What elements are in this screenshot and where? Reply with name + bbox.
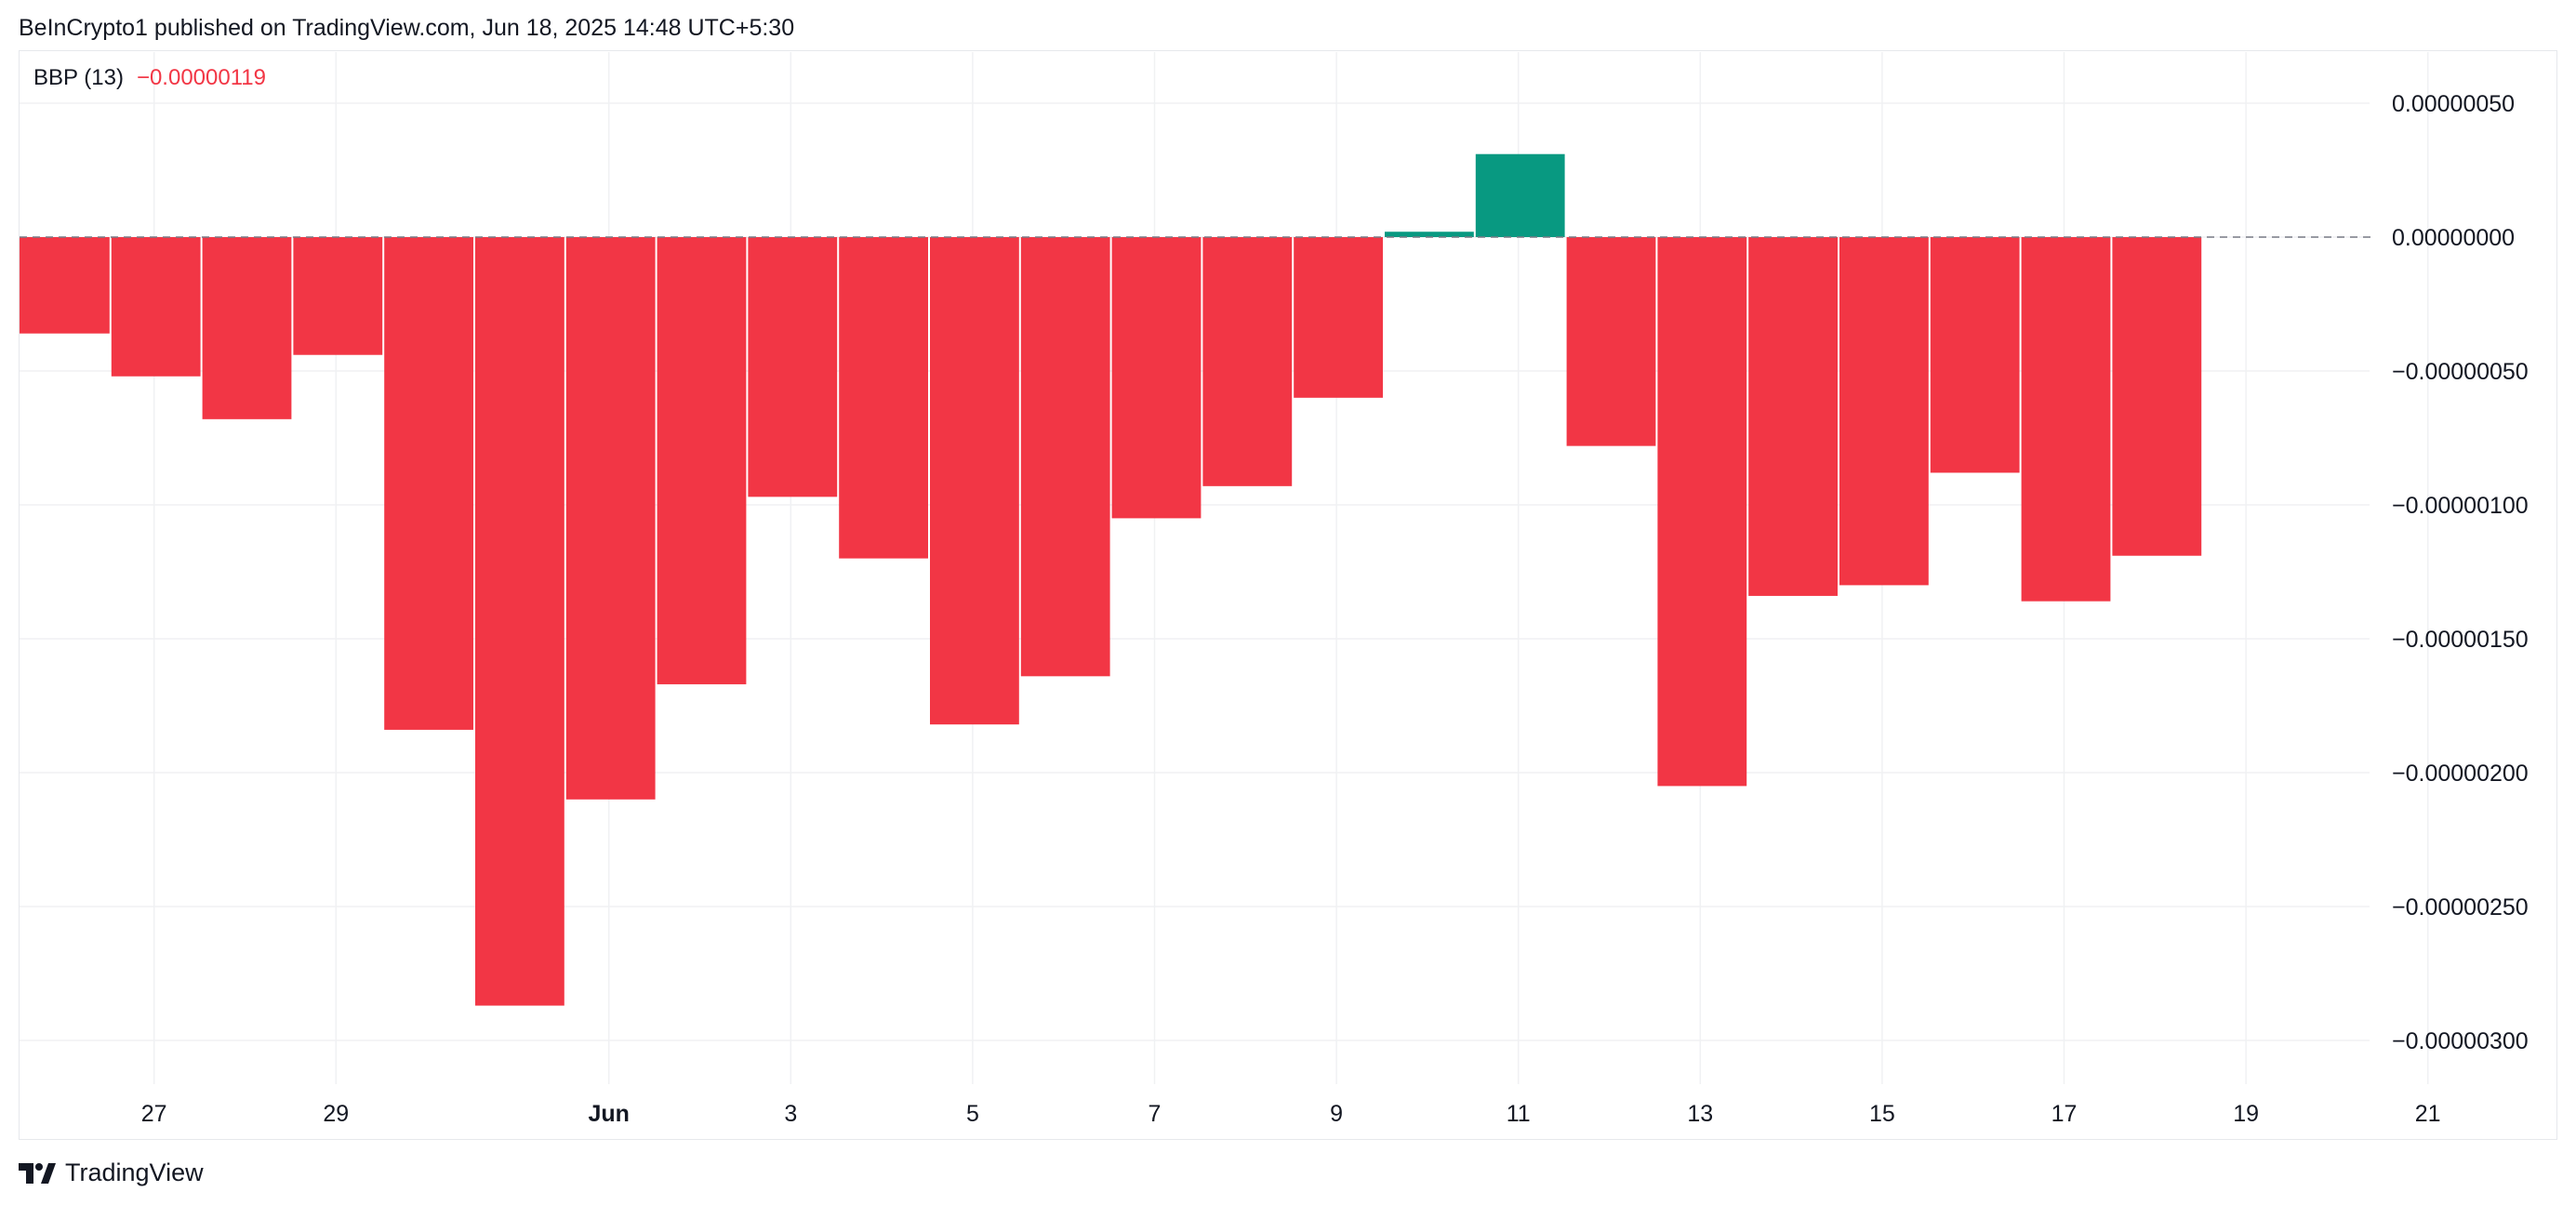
bbp-bar[interactable] [384,237,473,730]
y-tick-label: 0.00000050 [2392,91,2515,117]
y-tick-label: −0.00000250 [2392,894,2529,920]
bbp-bar[interactable] [1202,237,1293,486]
bbp-bar[interactable] [1294,237,1383,398]
bbp-bar[interactable] [2021,237,2111,602]
x-tick-label: 29 [323,1101,349,1127]
bbp-bar[interactable] [475,237,564,1006]
bbp-bar[interactable] [1111,237,1202,519]
y-axis: 0.00000050 0.00000000 −0.00000050 −0.000001… [2392,91,2529,1054]
bbp-bar[interactable] [1020,237,1110,677]
bbp-chart: 0.00000050 0.00000000 −0.00000050 −0.000001… [20,52,2529,1127]
bbp-bar[interactable] [202,237,292,419]
bbp-bar[interactable] [1566,237,1656,446]
x-tick-label: 11 [1507,1101,1531,1127]
y-tick-label: −0.00000300 [2392,1028,2529,1054]
publisher-line: BeInCrypto1 published on TradingView.com… [19,15,795,41]
bbp-bar[interactable] [748,237,838,497]
x-tick-label: 19 [2233,1101,2259,1127]
bbp-bar[interactable] [1748,237,1838,596]
bbp-bar[interactable] [1385,232,1474,237]
tradingview-logo-icon [19,1162,56,1184]
bbp-bar[interactable] [1839,237,1929,586]
y-tick-label: −0.00000200 [2392,761,2529,787]
x-tick-label: 27 [141,1101,167,1127]
y-tick-label: −0.00000100 [2392,493,2529,519]
x-tick-label: 13 [1687,1101,1713,1127]
x-tick-label: 3 [784,1101,797,1127]
indicator-legend[interactable]: BBP (13) −0.00000119 [33,65,266,91]
bbp-bar[interactable] [20,237,110,334]
x-tick-label: 9 [1330,1101,1343,1127]
x-tick-label: 5 [966,1101,979,1127]
bbp-bar[interactable] [1930,237,2020,473]
bbp-bar[interactable] [111,237,201,377]
bbp-bar[interactable] [657,237,747,684]
bbp-bar[interactable] [293,237,383,355]
bbp-bar[interactable] [565,237,656,800]
x-tick-label: 15 [1869,1101,1895,1127]
x-tick-label: Jun [588,1101,629,1127]
footer-brand[interactable]: TradingView [19,1159,204,1187]
bbp-bar[interactable] [930,237,1019,725]
x-tick-label: 21 [2415,1101,2441,1127]
x-axis: 27 29 Jun 3 5 7 9 11 13 15 17 19 21 [141,1101,2441,1127]
y-tick-label: −0.00000150 [2392,627,2529,653]
y-tick-label: −0.00000050 [2392,359,2529,385]
bbp-bar[interactable] [1657,237,1747,787]
indicator-value: −0.00000119 [136,65,266,90]
x-tick-label: 17 [2052,1101,2078,1127]
x-tick-label: 7 [1149,1101,1162,1127]
bbp-bar[interactable] [2112,237,2202,556]
chart-frame [19,50,2557,1140]
bbp-bar[interactable] [839,237,928,559]
brand-name: TradingView [65,1159,204,1186]
bars [20,153,2202,1006]
indicator-name: BBP (13) [33,65,124,90]
bbp-bar[interactable] [1475,153,1565,237]
y-tick-label: 0.00000000 [2392,225,2515,251]
